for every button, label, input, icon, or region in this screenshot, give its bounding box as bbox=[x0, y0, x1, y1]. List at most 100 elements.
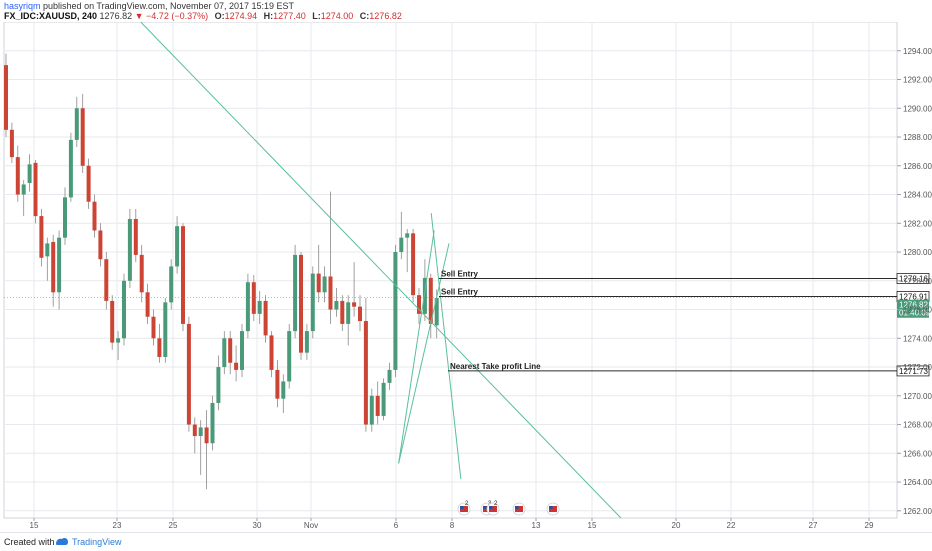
publish-text: published on TradingView.com, November 0… bbox=[43, 1, 295, 11]
candle-body bbox=[369, 395, 374, 425]
candle-body bbox=[169, 266, 174, 303]
author-link[interactable]: hasyriqm bbox=[4, 1, 41, 11]
event-marker[interactable]: 2 bbox=[457, 501, 471, 516]
trend-line[interactable] bbox=[140, 21, 622, 519]
candle bbox=[322, 266, 327, 303]
candle-body bbox=[363, 321, 368, 425]
candle-body bbox=[63, 197, 67, 238]
candle-body bbox=[86, 165, 91, 202]
candle bbox=[51, 234, 56, 307]
us-flag-icon bbox=[489, 506, 497, 512]
trend-line[interactable] bbox=[398, 243, 450, 464]
candle bbox=[80, 93, 85, 173]
time-tick-label: 13 bbox=[532, 521, 541, 530]
candle-body bbox=[275, 369, 280, 399]
candle-body bbox=[9, 129, 14, 158]
trend-line[interactable] bbox=[430, 213, 462, 480]
candle-body bbox=[4, 65, 8, 130]
candle bbox=[263, 295, 268, 343]
tradingview-brand-link[interactable]: TradingView bbox=[72, 537, 122, 547]
us-flag-canton-icon bbox=[549, 506, 553, 509]
candle-body bbox=[340, 300, 345, 324]
candle-body bbox=[216, 367, 221, 403]
us-flag-canton-icon bbox=[483, 506, 487, 509]
time-tick-label: 23 bbox=[113, 521, 122, 530]
candle bbox=[405, 229, 410, 273]
candle-body bbox=[434, 298, 439, 326]
candle bbox=[151, 309, 156, 346]
candle-body bbox=[228, 338, 233, 363]
price-tick-label: 1284.00 bbox=[903, 191, 932, 200]
candle-body bbox=[334, 300, 339, 310]
candle-body bbox=[263, 300, 268, 336]
candle-body bbox=[68, 139, 73, 198]
candle bbox=[222, 331, 227, 375]
candle bbox=[21, 180, 26, 217]
candle-body bbox=[210, 402, 215, 444]
price-tick-label: 1290.00 bbox=[903, 104, 932, 113]
candle bbox=[157, 323, 162, 363]
candle-body bbox=[27, 164, 32, 184]
candle bbox=[39, 208, 44, 267]
time-tick-label: 27 bbox=[809, 521, 818, 530]
event-markers[interactable]: 232 bbox=[457, 501, 560, 516]
horizontal-line-label: Sell Entry bbox=[441, 269, 478, 278]
candle-body bbox=[175, 226, 180, 267]
candle-body bbox=[80, 108, 85, 166]
us-flag-icon bbox=[515, 506, 523, 512]
candle-body bbox=[110, 300, 115, 343]
event-marker[interactable] bbox=[512, 502, 526, 516]
candle-body bbox=[51, 241, 56, 293]
price-tick-label: 1262.00 bbox=[903, 507, 932, 516]
current-price-label: 1276.82 bbox=[899, 301, 928, 310]
candle bbox=[186, 316, 191, 432]
candle-body bbox=[375, 395, 380, 416]
candle bbox=[228, 331, 233, 375]
candle-body bbox=[192, 424, 197, 437]
candle bbox=[299, 252, 303, 360]
candle bbox=[86, 158, 91, 209]
candle-body bbox=[387, 369, 392, 383]
candle bbox=[210, 395, 215, 451]
event-marker[interactable]: 2 bbox=[486, 501, 500, 516]
candle bbox=[57, 230, 62, 310]
time-tick-label: 30 bbox=[253, 521, 262, 530]
candle bbox=[116, 331, 121, 360]
price-axis[interactable]: 1262.00 1264.00 1266.00 1268.00 1270.00 1272.… bbox=[897, 47, 932, 516]
close-label: C: bbox=[359, 11, 370, 21]
candle bbox=[352, 262, 357, 317]
current-price-badge bbox=[897, 299, 929, 318]
us-flag-icon bbox=[460, 506, 468, 512]
candle bbox=[281, 374, 286, 414]
candle-body bbox=[234, 362, 239, 370]
candle bbox=[257, 290, 262, 324]
candle-body bbox=[127, 218, 132, 281]
time-axis[interactable]: 15 23 25 30 Nov 6 8 13 15 20 22 27 29 bbox=[30, 518, 874, 530]
candle bbox=[234, 345, 239, 382]
candle bbox=[192, 417, 197, 454]
symbol-name[interactable]: FX_IDC:XAUUSD, 240 bbox=[4, 11, 98, 21]
trend-line[interactable] bbox=[398, 230, 435, 464]
candle bbox=[310, 266, 315, 339]
us-flag-canton-icon bbox=[489, 506, 493, 509]
publish-info: hasyriqm published on TradingView.com, N… bbox=[4, 1, 294, 12]
candle bbox=[287, 323, 292, 389]
candle-body bbox=[287, 331, 292, 382]
time-tick-label: 22 bbox=[727, 521, 736, 530]
candle bbox=[363, 298, 368, 432]
horizontal-lines[interactable]: Sell Entry 1278.16 Sell Entry 1276.91 Neares… bbox=[4, 269, 931, 377]
candle bbox=[145, 283, 150, 324]
event-marker[interactable] bbox=[546, 502, 560, 516]
candle bbox=[27, 154, 32, 192]
candle bbox=[33, 160, 38, 224]
price-chart[interactable]: Sell Entry 1278.16 Sell Entry 1276.91 Neares… bbox=[0, 0, 932, 532]
horizontal-line-label: Nearest Take profit Line bbox=[450, 362, 541, 371]
candle-body bbox=[257, 300, 262, 314]
price-tick-label: 1270.00 bbox=[903, 392, 932, 401]
drawings[interactable] bbox=[140, 21, 622, 519]
candle-body bbox=[222, 338, 227, 368]
candle-body bbox=[145, 292, 150, 317]
candle bbox=[375, 381, 380, 425]
candle-body bbox=[33, 162, 38, 217]
time-tick-label: 15 bbox=[588, 521, 597, 530]
